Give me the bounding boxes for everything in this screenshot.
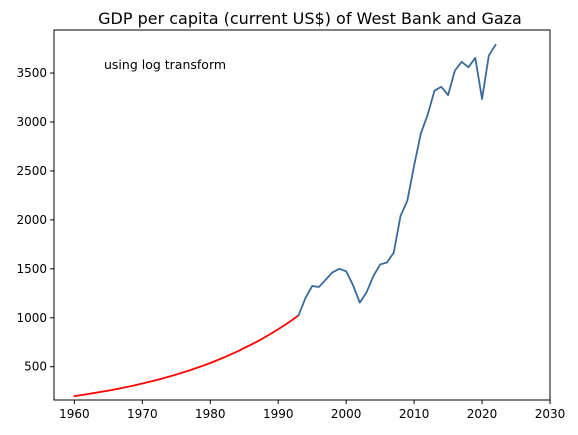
y-axis: 500 1000 1500 2000 2500 3000 3500	[16, 66, 54, 374]
y-tick-label: 3500	[16, 66, 47, 80]
x-tick-label: 1960	[59, 407, 90, 421]
y-tick-label: 2000	[16, 213, 47, 227]
series-layer	[73, 43, 497, 397]
series-line-observed	[297, 43, 497, 317]
x-tick-label: 1970	[127, 407, 158, 421]
x-axis: 1960 1970 1980 1990 2000 2010 2020 2030	[59, 400, 565, 421]
y-tick-label: 1000	[16, 311, 47, 325]
x-tick-label: 1980	[195, 407, 226, 421]
y-tick-label: 3000	[16, 115, 47, 129]
x-tick-label: 2020	[467, 407, 498, 421]
y-tick-label: 2500	[16, 164, 47, 178]
y-tick-label: 500	[24, 360, 47, 374]
y-tick-label: 1500	[16, 262, 47, 276]
x-tick-label: 2000	[331, 407, 362, 421]
plot-frame	[53, 29, 551, 401]
annotation-text: using log transform	[104, 57, 226, 72]
chart-title: GDP per capita (current US$) of West Ban…	[98, 9, 522, 28]
series-line-extrapolated	[73, 314, 300, 397]
x-tick-label: 1990	[263, 407, 294, 421]
x-tick-label: 2010	[399, 407, 430, 421]
x-tick-label: 2030	[535, 407, 566, 421]
